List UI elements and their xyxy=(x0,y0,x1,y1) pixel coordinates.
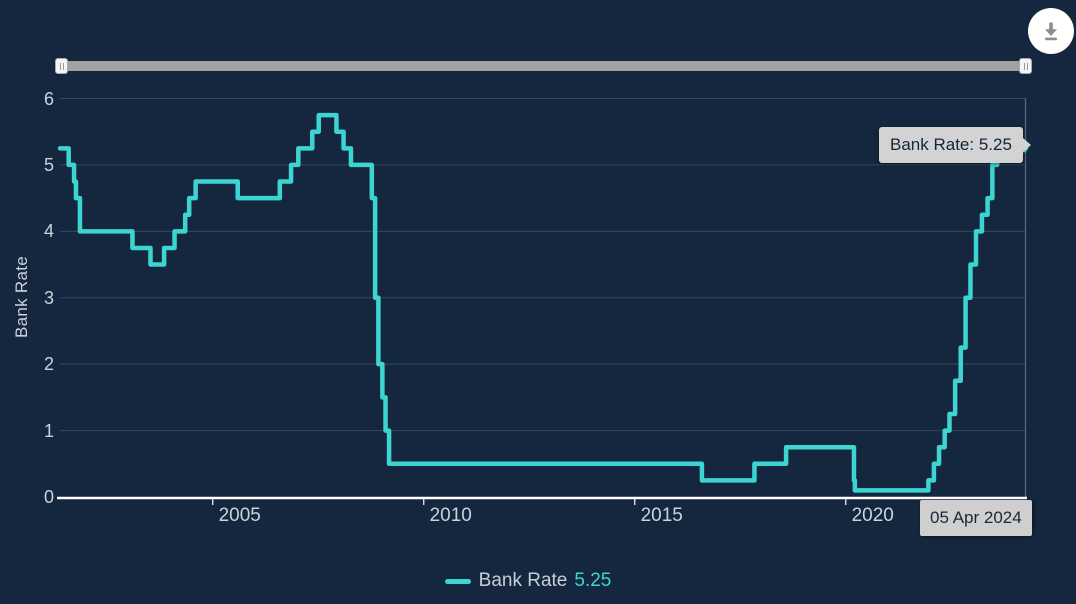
y-axis-label: 6 xyxy=(43,88,54,109)
y-axis-label: 1 xyxy=(43,420,54,441)
range-slider-handle-right[interactable] xyxy=(1019,58,1032,74)
y-axis-label: 2 xyxy=(43,354,54,375)
selected-date-label: 05 Apr 2024 xyxy=(920,500,1032,536)
range-slider-handle-left[interactable] xyxy=(55,58,68,74)
x-axis-label: 2005 xyxy=(218,505,261,526)
legend-swatch xyxy=(444,578,471,584)
legend-value: 5.25 xyxy=(574,570,612,591)
legend-item-bank-rate[interactable]: Bank Rate 5.25 xyxy=(0,568,1066,594)
y-axis-label: 5 xyxy=(43,154,54,175)
download-button[interactable] xyxy=(1028,8,1074,54)
y-axis-label: 0 xyxy=(43,487,54,507)
tooltip-text: Bank Rate: 5.25 xyxy=(890,135,1012,154)
x-axis-label: 2020 xyxy=(851,505,894,526)
x-axis-label: 2015 xyxy=(640,505,683,526)
tooltip: Bank Rate: 5.25 xyxy=(879,127,1023,163)
range-slider-track[interactable] xyxy=(60,61,1030,71)
download-icon xyxy=(1045,22,1057,41)
y-axis-label: 4 xyxy=(43,221,54,242)
y-axis-label: 3 xyxy=(43,287,54,308)
x-axis-label: 2010 xyxy=(429,505,472,526)
legend-label: Bank Rate xyxy=(478,570,568,591)
